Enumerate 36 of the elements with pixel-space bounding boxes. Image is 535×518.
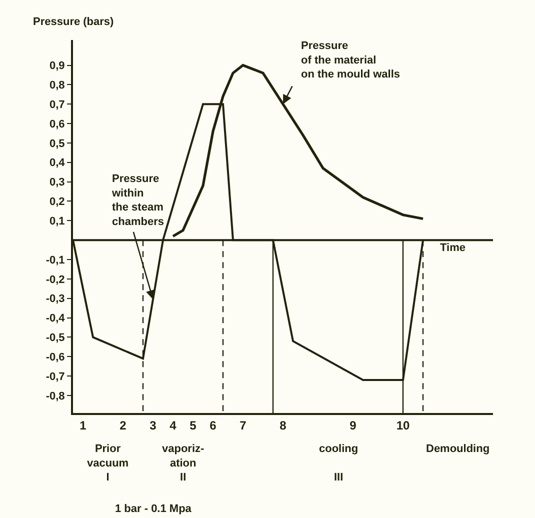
x-tick-label: 3 bbox=[150, 418, 157, 432]
text: Demoulding bbox=[426, 443, 490, 455]
text: Prior vacuum I bbox=[87, 443, 129, 484]
y-tick-label: 0,4 bbox=[50, 157, 66, 170]
text: Pressure of the material on the mould walls bbox=[301, 40, 400, 81]
y-tick-label: 0,9 bbox=[50, 60, 65, 72]
y-tick-label: -0,3 bbox=[46, 293, 65, 306]
x-tick-label: 7 bbox=[240, 418, 247, 432]
y-tick-label: 0,8 bbox=[50, 80, 65, 92]
x-tick-label: 5 bbox=[190, 418, 197, 432]
y-tick-label: 0,3 bbox=[50, 176, 65, 189]
x-tick-label: 8 bbox=[280, 418, 287, 432]
text: 1 bar - 0.1 Mpa bbox=[115, 503, 192, 515]
x-tick-label: 9 bbox=[350, 418, 357, 432]
y-tick-label: -0,1 bbox=[46, 254, 65, 266]
y-tick-label: -0,5 bbox=[46, 332, 65, 344]
y-tick-label: -0,8 bbox=[46, 390, 65, 402]
y-tick-label: -0,4 bbox=[46, 312, 66, 325]
y-tick-label: -0,6 bbox=[46, 352, 65, 364]
x-tick-label: 2 bbox=[120, 418, 127, 432]
text: vaporiz- ation II bbox=[162, 443, 205, 484]
y-axis-title: Pressure (bars) bbox=[33, 16, 114, 28]
y-tick-label: 0,1 bbox=[50, 216, 65, 228]
y-tick-label: 0,5 bbox=[50, 138, 65, 150]
x-axis-title: Time bbox=[440, 242, 466, 254]
y-tick-label: 0,6 bbox=[50, 118, 65, 130]
series-label: Pressure within the steam chambers bbox=[111, 173, 164, 228]
y-tick-label: -0,2 bbox=[46, 274, 65, 286]
x-tick-label: 6 bbox=[210, 418, 217, 432]
y-tick-label: -0,7 bbox=[46, 370, 65, 383]
y-tick-label: 0,2 bbox=[50, 196, 65, 208]
x-tick-label: 1 bbox=[80, 418, 87, 432]
x-tick-label: 4 bbox=[170, 418, 177, 432]
x-tick-label: 10 bbox=[396, 418, 410, 432]
y-tick-label: 0,7 bbox=[50, 98, 65, 111]
text: cooling III bbox=[319, 443, 358, 484]
